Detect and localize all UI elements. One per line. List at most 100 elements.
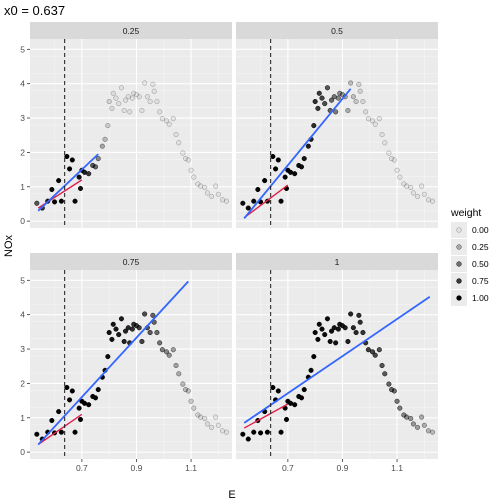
data-point bbox=[202, 184, 208, 190]
legend-key-point bbox=[456, 227, 462, 233]
x-tick-label: 1.1 bbox=[391, 463, 403, 473]
y-tick-label: 1 bbox=[20, 413, 25, 423]
data-point bbox=[386, 150, 392, 156]
local-fit-line bbox=[243, 403, 289, 429]
data-point bbox=[348, 311, 354, 317]
data-point bbox=[76, 174, 82, 180]
data-point bbox=[312, 98, 318, 105]
data-point bbox=[372, 121, 378, 127]
data-point bbox=[319, 326, 325, 332]
data-point bbox=[376, 347, 382, 353]
data-point bbox=[316, 321, 322, 327]
data-point bbox=[198, 414, 204, 420]
x-axis-title: E bbox=[228, 489, 235, 501]
data-point bbox=[151, 88, 157, 94]
data-point bbox=[127, 109, 133, 115]
regression-line bbox=[37, 280, 189, 446]
data-point bbox=[195, 181, 201, 187]
data-point bbox=[353, 98, 359, 105]
data-point bbox=[49, 417, 55, 424]
data-point bbox=[312, 329, 318, 336]
data-point bbox=[298, 164, 305, 170]
panel-3: 0.75 0 1 2 3 4 5 0.7 0.9 1.1 bbox=[20, 253, 232, 473]
data-point bbox=[391, 388, 397, 394]
data-point bbox=[147, 329, 153, 336]
data-point bbox=[92, 164, 99, 170]
data-point bbox=[311, 123, 317, 129]
data-point bbox=[95, 156, 101, 162]
data-point bbox=[262, 178, 268, 184]
data-point bbox=[429, 429, 436, 435]
data-point bbox=[425, 197, 432, 203]
data-point bbox=[173, 362, 179, 369]
data-point bbox=[77, 185, 84, 192]
data-point bbox=[319, 95, 325, 101]
panel-strip bbox=[30, 253, 232, 270]
data-point bbox=[170, 347, 176, 353]
data-point bbox=[122, 97, 129, 103]
data-point bbox=[298, 395, 305, 401]
panel-background bbox=[236, 270, 438, 459]
data-point bbox=[69, 157, 75, 163]
legend-key-point bbox=[456, 278, 462, 284]
legend-key-background bbox=[451, 222, 467, 238]
data-point bbox=[369, 118, 376, 124]
data-point bbox=[414, 424, 421, 430]
data-point bbox=[360, 98, 366, 105]
y-tick-label: 4 bbox=[20, 79, 25, 89]
data-point bbox=[315, 105, 321, 111]
panel-strip-label: 0.25 bbox=[123, 26, 140, 36]
data-point bbox=[139, 107, 145, 114]
data-point bbox=[322, 332, 328, 338]
data-point bbox=[419, 183, 425, 189]
data-point bbox=[245, 436, 251, 442]
data-point bbox=[350, 94, 356, 100]
data-point bbox=[315, 336, 321, 342]
data-point bbox=[350, 325, 356, 331]
data-point bbox=[379, 131, 385, 138]
data-point bbox=[357, 88, 363, 94]
data-point bbox=[324, 316, 331, 322]
data-point bbox=[58, 429, 64, 435]
data-point bbox=[157, 109, 163, 115]
x-tick-label: 0.7 bbox=[282, 463, 294, 473]
data-point bbox=[198, 183, 204, 189]
panel-strip-label: 0.75 bbox=[123, 257, 140, 267]
data-point bbox=[215, 422, 221, 428]
panel-strip-label: 0.5 bbox=[331, 26, 343, 36]
data-point bbox=[139, 338, 145, 345]
data-point bbox=[72, 429, 78, 435]
data-point bbox=[86, 402, 92, 408]
data-point bbox=[34, 431, 40, 437]
data-point bbox=[408, 184, 414, 190]
data-point bbox=[110, 90, 116, 96]
data-point bbox=[173, 131, 179, 138]
x-tick-label: 1.1 bbox=[185, 463, 197, 473]
y-tick-label: 2 bbox=[20, 378, 25, 388]
data-point bbox=[328, 97, 335, 103]
data-point bbox=[270, 384, 276, 391]
data-point bbox=[301, 156, 307, 162]
data-point bbox=[324, 85, 331, 91]
y-tick-label: 5 bbox=[20, 44, 25, 54]
data-point bbox=[142, 311, 148, 317]
data-point bbox=[150, 81, 156, 87]
data-point bbox=[56, 409, 62, 415]
data-point bbox=[122, 328, 129, 334]
data-point bbox=[142, 80, 148, 86]
data-point bbox=[72, 198, 78, 204]
y-tick-label: 3 bbox=[20, 344, 25, 354]
data-point bbox=[118, 85, 124, 91]
legend-label: 0.25 bbox=[472, 242, 489, 252]
data-point bbox=[69, 388, 75, 394]
data-point bbox=[180, 150, 186, 156]
data-point bbox=[345, 338, 351, 345]
data-point bbox=[356, 312, 362, 318]
x-tick-label: 0.7 bbox=[76, 463, 88, 473]
data-point bbox=[348, 80, 354, 86]
data-point bbox=[421, 422, 427, 428]
data-point bbox=[245, 205, 251, 211]
data-point bbox=[379, 362, 385, 369]
